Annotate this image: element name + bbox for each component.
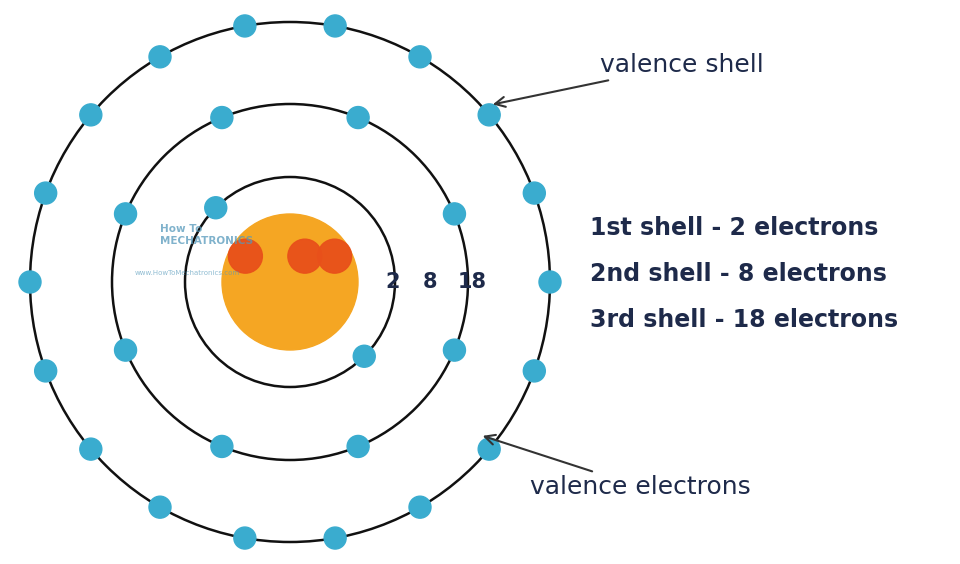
Circle shape [348, 107, 369, 129]
Circle shape [149, 496, 171, 518]
Circle shape [324, 527, 347, 549]
Circle shape [222, 214, 358, 350]
Circle shape [234, 527, 256, 549]
Circle shape [478, 438, 500, 460]
Circle shape [523, 182, 545, 204]
Text: 2nd shell - 8 electrons: 2nd shell - 8 electrons [590, 262, 887, 286]
Circle shape [409, 496, 431, 518]
Text: valence electrons: valence electrons [485, 435, 751, 499]
Text: 3rd shell - 18 electrons: 3rd shell - 18 electrons [590, 308, 899, 332]
Circle shape [409, 46, 431, 68]
Circle shape [80, 438, 102, 460]
Circle shape [204, 197, 227, 219]
Circle shape [149, 46, 171, 68]
Circle shape [228, 239, 262, 273]
Circle shape [288, 239, 322, 273]
Circle shape [523, 360, 545, 382]
Text: How To
MECHATRONICS: How To MECHATRONICS [160, 224, 253, 246]
Text: 8: 8 [422, 272, 437, 292]
Circle shape [211, 435, 233, 457]
Text: www.HowToMechatronics.com: www.HowToMechatronics.com [135, 270, 240, 276]
Circle shape [80, 104, 102, 126]
Circle shape [234, 15, 256, 37]
Circle shape [348, 435, 369, 457]
Circle shape [539, 271, 561, 293]
Circle shape [353, 345, 375, 367]
Circle shape [35, 360, 57, 382]
Circle shape [211, 107, 233, 129]
Circle shape [324, 15, 347, 37]
Text: 2: 2 [386, 272, 400, 292]
Circle shape [478, 104, 500, 126]
Circle shape [114, 339, 136, 361]
Circle shape [35, 182, 57, 204]
Text: 1st shell - 2 electrons: 1st shell - 2 electrons [590, 216, 878, 240]
Circle shape [318, 239, 351, 273]
Circle shape [19, 271, 41, 293]
Circle shape [114, 203, 136, 225]
Circle shape [444, 203, 466, 225]
Text: valence shell: valence shell [495, 53, 764, 107]
Text: 18: 18 [458, 272, 487, 292]
Circle shape [444, 339, 466, 361]
